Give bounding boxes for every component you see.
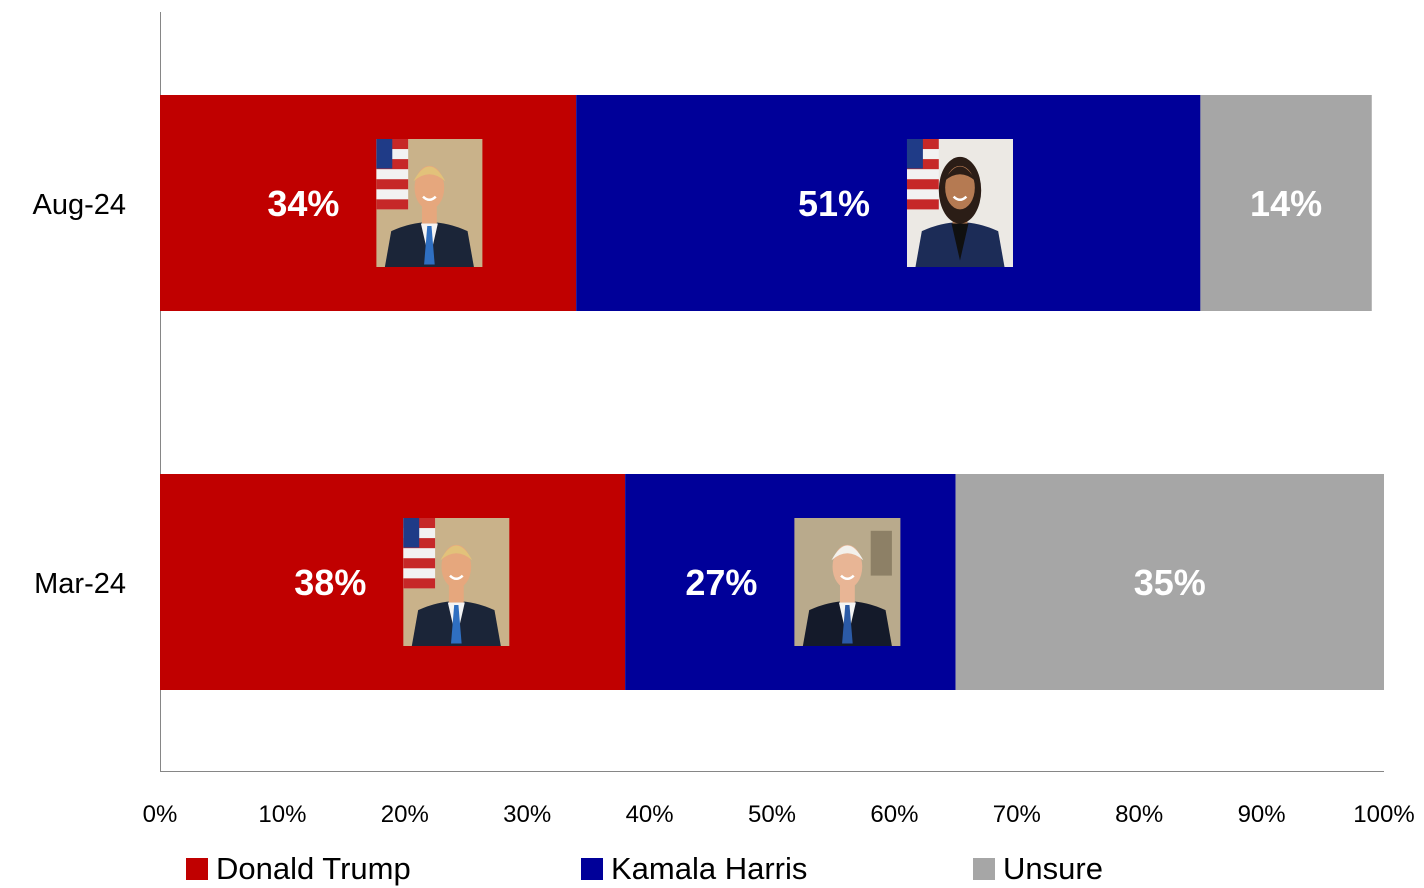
trump-portrait-tie (451, 605, 462, 644)
bar-segment (576, 95, 1201, 311)
biden-portrait-neck (839, 584, 855, 603)
harris-portrait-hair (944, 166, 976, 182)
legend-item-harris: Kamala Harris (581, 850, 807, 888)
x-tick-label: 0% (143, 801, 178, 828)
flag-stripe (376, 179, 409, 190)
x-tick-label: 70% (993, 801, 1041, 828)
legend-item-unsure: Unsure (973, 850, 1103, 888)
biden-portrait-image (794, 518, 901, 646)
trump-portrait-hair (440, 545, 473, 561)
x-tick-label: 80% (1115, 801, 1163, 828)
category-label: Mar-24 (34, 568, 126, 600)
x-tick-label: 10% (258, 801, 306, 828)
trump-portrait-face (414, 165, 445, 210)
trump-portrait-tie (424, 226, 435, 265)
trump-portrait-image (403, 518, 510, 646)
trump-portrait-smile (449, 574, 464, 581)
legend-label-unsure: Unsure (1003, 851, 1103, 886)
trump-portrait-neck (448, 584, 464, 603)
trump-portrait-face (441, 544, 472, 589)
x-tick-label: 60% (870, 801, 918, 828)
harris-portrait-smile (952, 195, 968, 202)
chart-canvas: 0% 10% 20% 30% 40% 50% 60% 70% 80% 90% 100% Aug-24 M… (32, 12, 1415, 828)
legend-item-trump: Donald Trump (186, 850, 411, 888)
category-label: Aug-24 (32, 189, 126, 221)
flag-canton (376, 139, 393, 169)
painting-frame (870, 530, 892, 576)
flag-stripe (906, 199, 939, 210)
x-tick-label: 50% (748, 801, 796, 828)
legend-swatch-unsure (973, 858, 995, 880)
x-tick-label: 100% (1353, 801, 1414, 828)
legend-label-harris: Kamala Harris (611, 851, 808, 886)
bar-segment (955, 474, 1384, 690)
data-label: 35% (1134, 562, 1206, 603)
trump-portrait-hair (413, 166, 446, 182)
flag-canton (403, 518, 420, 548)
bar-segment (625, 474, 956, 690)
x-tick-label: 90% (1238, 801, 1286, 828)
biden-portrait-smile (840, 574, 855, 581)
flag-stripe (376, 199, 409, 210)
data-label: 51% (798, 183, 870, 224)
x-tick-label: 20% (381, 801, 429, 828)
flag-stripe (906, 179, 939, 190)
chart-legend: Donald Trump Kamala Harris Unsure (0, 850, 1424, 888)
bar-segment (1200, 95, 1372, 311)
flag-stripe (403, 578, 436, 589)
harris-portrait-face (945, 165, 975, 210)
data-label: 14% (1250, 183, 1322, 224)
flag-stripe (403, 558, 436, 569)
x-tick-label: 40% (626, 801, 674, 828)
trump-portrait-smile (422, 195, 437, 202)
bar-segment (160, 95, 577, 311)
biden-portrait-face (832, 544, 863, 589)
harris-portrait-shirt (951, 223, 969, 261)
data-label: 34% (267, 183, 339, 224)
legend-swatch-trump (186, 858, 208, 880)
biden-portrait-tie (842, 605, 853, 644)
data-label: 27% (685, 562, 757, 603)
data-label: 38% (294, 562, 366, 603)
harris-portrait-image (906, 139, 1013, 267)
flag-canton (906, 139, 923, 169)
biden-portrait-hair (831, 545, 864, 561)
x-tick-label: 30% (503, 801, 551, 828)
trump-portrait-neck (421, 205, 437, 224)
bar-segment (160, 474, 626, 690)
legend-swatch-harris (581, 858, 603, 880)
trump-portrait-image (376, 139, 483, 267)
legend-label-trump: Donald Trump (216, 851, 411, 886)
